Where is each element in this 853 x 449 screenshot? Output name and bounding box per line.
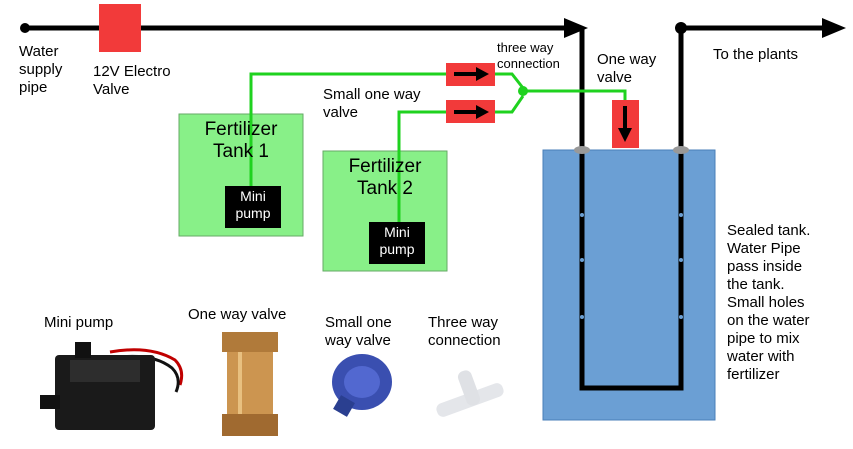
water-supply-label: Water supply pipe — [19, 43, 63, 96]
merge-line-1 — [494, 72, 525, 89]
small-valve-2-arrowhead — [476, 105, 489, 119]
three-way-junction — [518, 86, 528, 96]
small-valve-label: Small one way valve — [323, 86, 421, 121]
sealed-tank — [542, 149, 716, 421]
merge-line-2 — [494, 95, 525, 114]
pipe-entry-left — [574, 146, 590, 154]
pipe-hole — [580, 258, 584, 262]
one-way-valve-label: One way valve — [597, 51, 657, 86]
inner-pipe — [579, 28, 684, 391]
plants-arrowhead — [822, 18, 846, 38]
legend-small-valve: Small one way valve — [325, 314, 392, 349]
fertilizer-tank-2 — [322, 150, 448, 272]
small-valve-1-arrowhead — [476, 67, 489, 81]
legend-three-way: Three way connection — [428, 314, 501, 349]
pipe-hole — [679, 258, 683, 262]
fertilizer-line-1 — [249, 72, 447, 186]
plants-junction-dot — [675, 22, 687, 34]
small-valve-photo — [332, 354, 392, 417]
mini-pump-2: Mini pump — [369, 222, 425, 264]
legend-mini-pump: Mini pump — [44, 314, 114, 331]
one-way-valve-arrowhead — [618, 128, 632, 142]
to-plants-label: To the plants — [713, 46, 799, 63]
pipe-hole — [679, 213, 683, 217]
legend-one-way-valve: One way valve — [188, 306, 287, 323]
supply-arrowhead — [564, 18, 588, 38]
tank-2-title: Fertilizer Tank 2 — [348, 156, 422, 199]
pipe-hole — [580, 213, 584, 217]
supply-start-dot — [20, 23, 30, 33]
pipe-hole — [580, 315, 584, 319]
three-way-photo — [436, 370, 504, 417]
three-way-label: three way connection — [497, 40, 560, 71]
one-way-valve-photo — [222, 332, 278, 436]
electro-valve — [99, 4, 141, 52]
tank-1-title: Fertilizer Tank 1 — [204, 119, 278, 162]
mini-pump-photo — [40, 342, 184, 430]
mini-pump-1: Mini pump — [225, 186, 281, 228]
sealed-tank-label: Sealed tank. Water Pipe pass inside the … — [727, 222, 811, 383]
merge-line-out — [523, 89, 627, 100]
fertilizer-line-2 — [397, 110, 447, 224]
pipe-entry-right — [673, 146, 689, 154]
pipe-hole — [679, 315, 683, 319]
electro-valve-label: 12V Electro Valve — [93, 63, 171, 98]
